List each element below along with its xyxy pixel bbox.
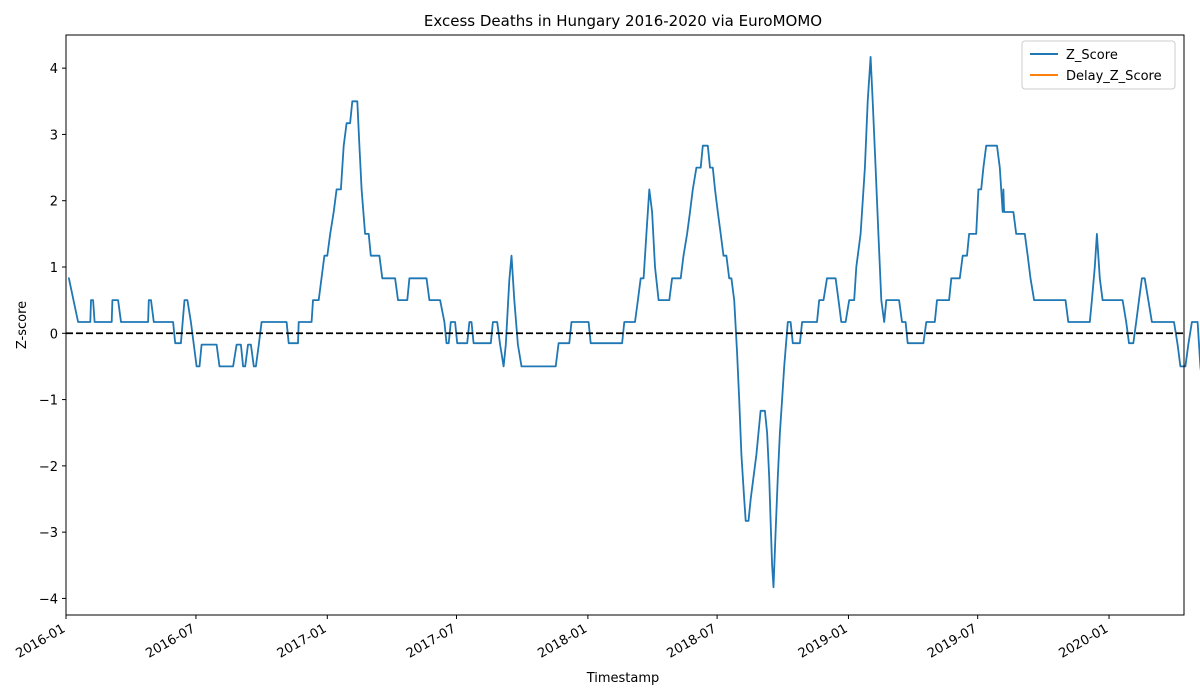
plot-frame <box>65 34 1185 616</box>
x-axis-label: Timestamp <box>586 671 660 686</box>
x-tick-label: 2019-07 <box>925 621 980 661</box>
y-tick-label: −1 <box>39 394 58 409</box>
y-tick-label: −4 <box>39 592 58 607</box>
series-line-z-score <box>68 56 1200 589</box>
y-tick-label: −3 <box>39 526 58 541</box>
y-tick-label: 1 <box>50 261 58 276</box>
x-tick-label: 2017-07 <box>404 621 459 661</box>
x-tick-label: 2020-01 <box>1056 621 1111 661</box>
x-tick-label: 2016-01 <box>13 621 68 661</box>
x-tick-label: 2018-07 <box>665 621 720 661</box>
y-tick-label: 4 <box>50 62 58 77</box>
y-axis: 4 3 2 1 0 −1 −2 −3 −4 <box>39 62 66 607</box>
legend: Z_Score Delay_Z_Score <box>1021 40 1176 90</box>
legend-box <box>1021 40 1176 90</box>
y-tick-label: −2 <box>39 460 58 475</box>
series-layer <box>68 56 1200 589</box>
x-axis: 2016-01 2016-07 2017-01 2017-07 2018-01 2018-… <box>13 615 1111 662</box>
plot-area <box>66 35 1184 615</box>
y-tick-label: 2 <box>50 195 58 210</box>
x-tick-label: 2018-01 <box>535 621 590 661</box>
chart-title: Excess Deaths in Hungary 2016-2020 via E… <box>424 12 822 30</box>
legend-label-z-score: Z_Score <box>1066 48 1118 63</box>
x-tick-label: 2017-01 <box>275 621 330 661</box>
x-tick-label: 2019-01 <box>796 621 851 661</box>
y-axis-label: Z-score <box>15 301 30 349</box>
y-tick-label: 0 <box>50 327 58 342</box>
y-tick-label: 3 <box>50 128 58 143</box>
x-tick-label: 2016-07 <box>143 621 198 661</box>
legend-label-delay-z-score: Delay_Z_Score <box>1066 69 1162 84</box>
